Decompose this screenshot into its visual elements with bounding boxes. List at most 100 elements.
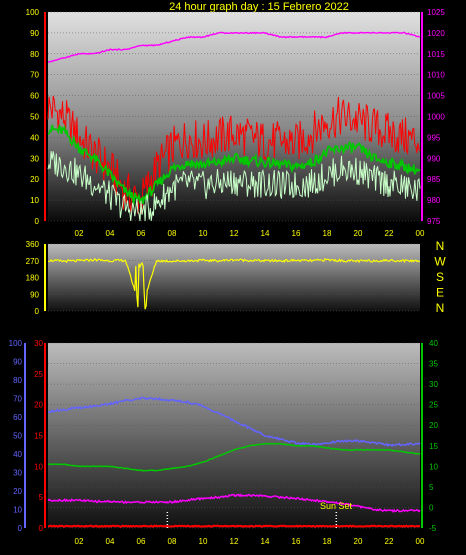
series-magenta <box>47 493 421 513</box>
x-tick-label: 22 <box>385 537 394 546</box>
y-tick-label-far-left: 60 <box>13 413 22 422</box>
y-tick-label-right: 30 <box>429 380 438 389</box>
panel-temperature: 1009080706050403020100302520151050403530… <box>9 339 439 546</box>
y-tick-label-left: 25 <box>34 370 43 379</box>
y-tick-label-right: 1020 <box>427 29 445 38</box>
y-tick-label-left: 100 <box>26 8 40 17</box>
y-tick-label-far-left: 90 <box>13 358 22 367</box>
compass-letter: E <box>436 286 444 300</box>
y-tick-label-right: 10 <box>429 462 438 471</box>
x-tick-label: 06 <box>137 229 146 238</box>
y-tick-label-right: 15 <box>429 442 438 451</box>
compass-letter: S <box>436 270 444 284</box>
y-tick-label-left: 20 <box>34 401 43 410</box>
x-tick-label: 18 <box>323 229 332 238</box>
x-tick-label: 00 <box>416 229 425 238</box>
y-tick-label-far-left: 10 <box>13 506 22 515</box>
x-tick-label: 02 <box>75 537 84 546</box>
y-tick-label-right: 1025 <box>427 8 445 17</box>
y-tick-label-far-left: 0 <box>18 524 23 533</box>
y-tick-label-left: 70 <box>30 71 39 80</box>
series-blue <box>47 396 421 447</box>
x-tick-label: 00 <box>416 537 425 546</box>
y-tick-label-far-left: 80 <box>13 376 22 385</box>
y-tick-label-right: -5 <box>429 524 437 533</box>
y-tick-label-right: 1000 <box>427 113 445 122</box>
x-tick-label: 08 <box>168 537 177 546</box>
compass-letter: N <box>436 301 445 315</box>
y-tick-label-left: 40 <box>30 133 39 142</box>
y-tick-label: 180 <box>26 274 40 283</box>
y-tick-label-far-left: 40 <box>13 450 22 459</box>
y-tick-label-left: 30 <box>30 154 39 163</box>
y-tick-label-left: 80 <box>30 50 39 59</box>
x-tick-label: 16 <box>292 229 301 238</box>
y-tick-label-left: 20 <box>30 175 39 184</box>
x-tick-label: 04 <box>106 537 115 546</box>
x-tick-label: 10 <box>199 537 208 546</box>
panel-wind-direction: 360 270 180 90 0 <box>26 240 421 316</box>
y-tick-label-left: 5 <box>39 493 44 502</box>
x-tick-label: 20 <box>354 229 363 238</box>
y-tick-label-right: 980 <box>427 196 441 205</box>
y-tick-label-right: 1005 <box>427 92 445 101</box>
y-tick-label-right: 35 <box>429 360 438 369</box>
x-tick-label: 02 <box>75 229 84 238</box>
x-tick-label: 16 <box>292 537 301 546</box>
chart-title: 24 hour graph day : 15 Febrero 2022 <box>169 1 349 13</box>
x-tick-label: 12 <box>230 537 239 546</box>
sunset-label: Sun Set <box>320 501 353 511</box>
panel-3-background <box>48 343 420 528</box>
y-tick-label-right: 975 <box>427 217 441 226</box>
y-tick-label-right: 1015 <box>427 50 445 59</box>
x-tick-label: 20 <box>354 537 363 546</box>
compass-letter: W <box>434 255 446 269</box>
y-tick-label-left: 10 <box>34 462 43 471</box>
x-tick-label: 10 <box>199 229 208 238</box>
compass-letter: N <box>436 239 445 253</box>
y-tick-label-far-left: 20 <box>13 487 22 496</box>
x-tick-label: 04 <box>106 229 115 238</box>
y-tick-label-far-left: 30 <box>13 469 22 478</box>
y-tick-label-left: 0 <box>39 524 44 533</box>
y-tick-label-left: 50 <box>30 113 39 122</box>
y-tick-label-right: 990 <box>427 154 441 163</box>
series-magenta <box>47 31 421 63</box>
x-tick-label: 12 <box>230 229 239 238</box>
y-tick-label-left: 60 <box>30 92 39 101</box>
sunset-annotation: Sun Set <box>166 501 353 528</box>
series-green <box>47 124 421 206</box>
y-tick-label-left: 10 <box>30 196 39 205</box>
y-tick-label-right: 5 <box>429 483 434 492</box>
x-tick-label: 18 <box>323 537 332 546</box>
y-tick-label-right: 0 <box>429 503 434 512</box>
y-tick-label-far-left: 70 <box>13 395 22 404</box>
y-tick-label-left: 15 <box>34 432 43 441</box>
series-wind-direction <box>47 258 421 310</box>
y-tick-label-right: 20 <box>429 421 438 430</box>
y-tick-label: 270 <box>26 257 40 266</box>
y-tick-label-right: 995 <box>427 133 441 142</box>
y-tick-label-left: 30 <box>34 339 43 348</box>
y-tick-label-right: 40 <box>429 339 438 348</box>
panel-humidity-pressure: 1009080706050403020100102510201015101010… <box>26 8 446 238</box>
y-tick-label-far-left: 100 <box>9 339 23 348</box>
y-tick-label-right: 1010 <box>427 71 445 80</box>
x-tick-label: 14 <box>261 229 270 238</box>
y-tick-label-left: 0 <box>35 217 40 226</box>
y-tick-label-left: 90 <box>30 29 39 38</box>
y-tick-label: 0 <box>35 307 40 316</box>
y-tick-label: 90 <box>30 290 39 299</box>
x-tick-label: 14 <box>261 537 270 546</box>
series-red <box>47 95 421 214</box>
x-tick-label: 06 <box>137 537 146 546</box>
y-tick-label-far-left: 50 <box>13 432 22 441</box>
y-tick-label: 360 <box>26 240 40 249</box>
y-tick-label-right: 25 <box>429 401 438 410</box>
series-red <box>47 524 421 528</box>
series-green <box>48 442 421 472</box>
x-tick-label: 08 <box>168 229 177 238</box>
